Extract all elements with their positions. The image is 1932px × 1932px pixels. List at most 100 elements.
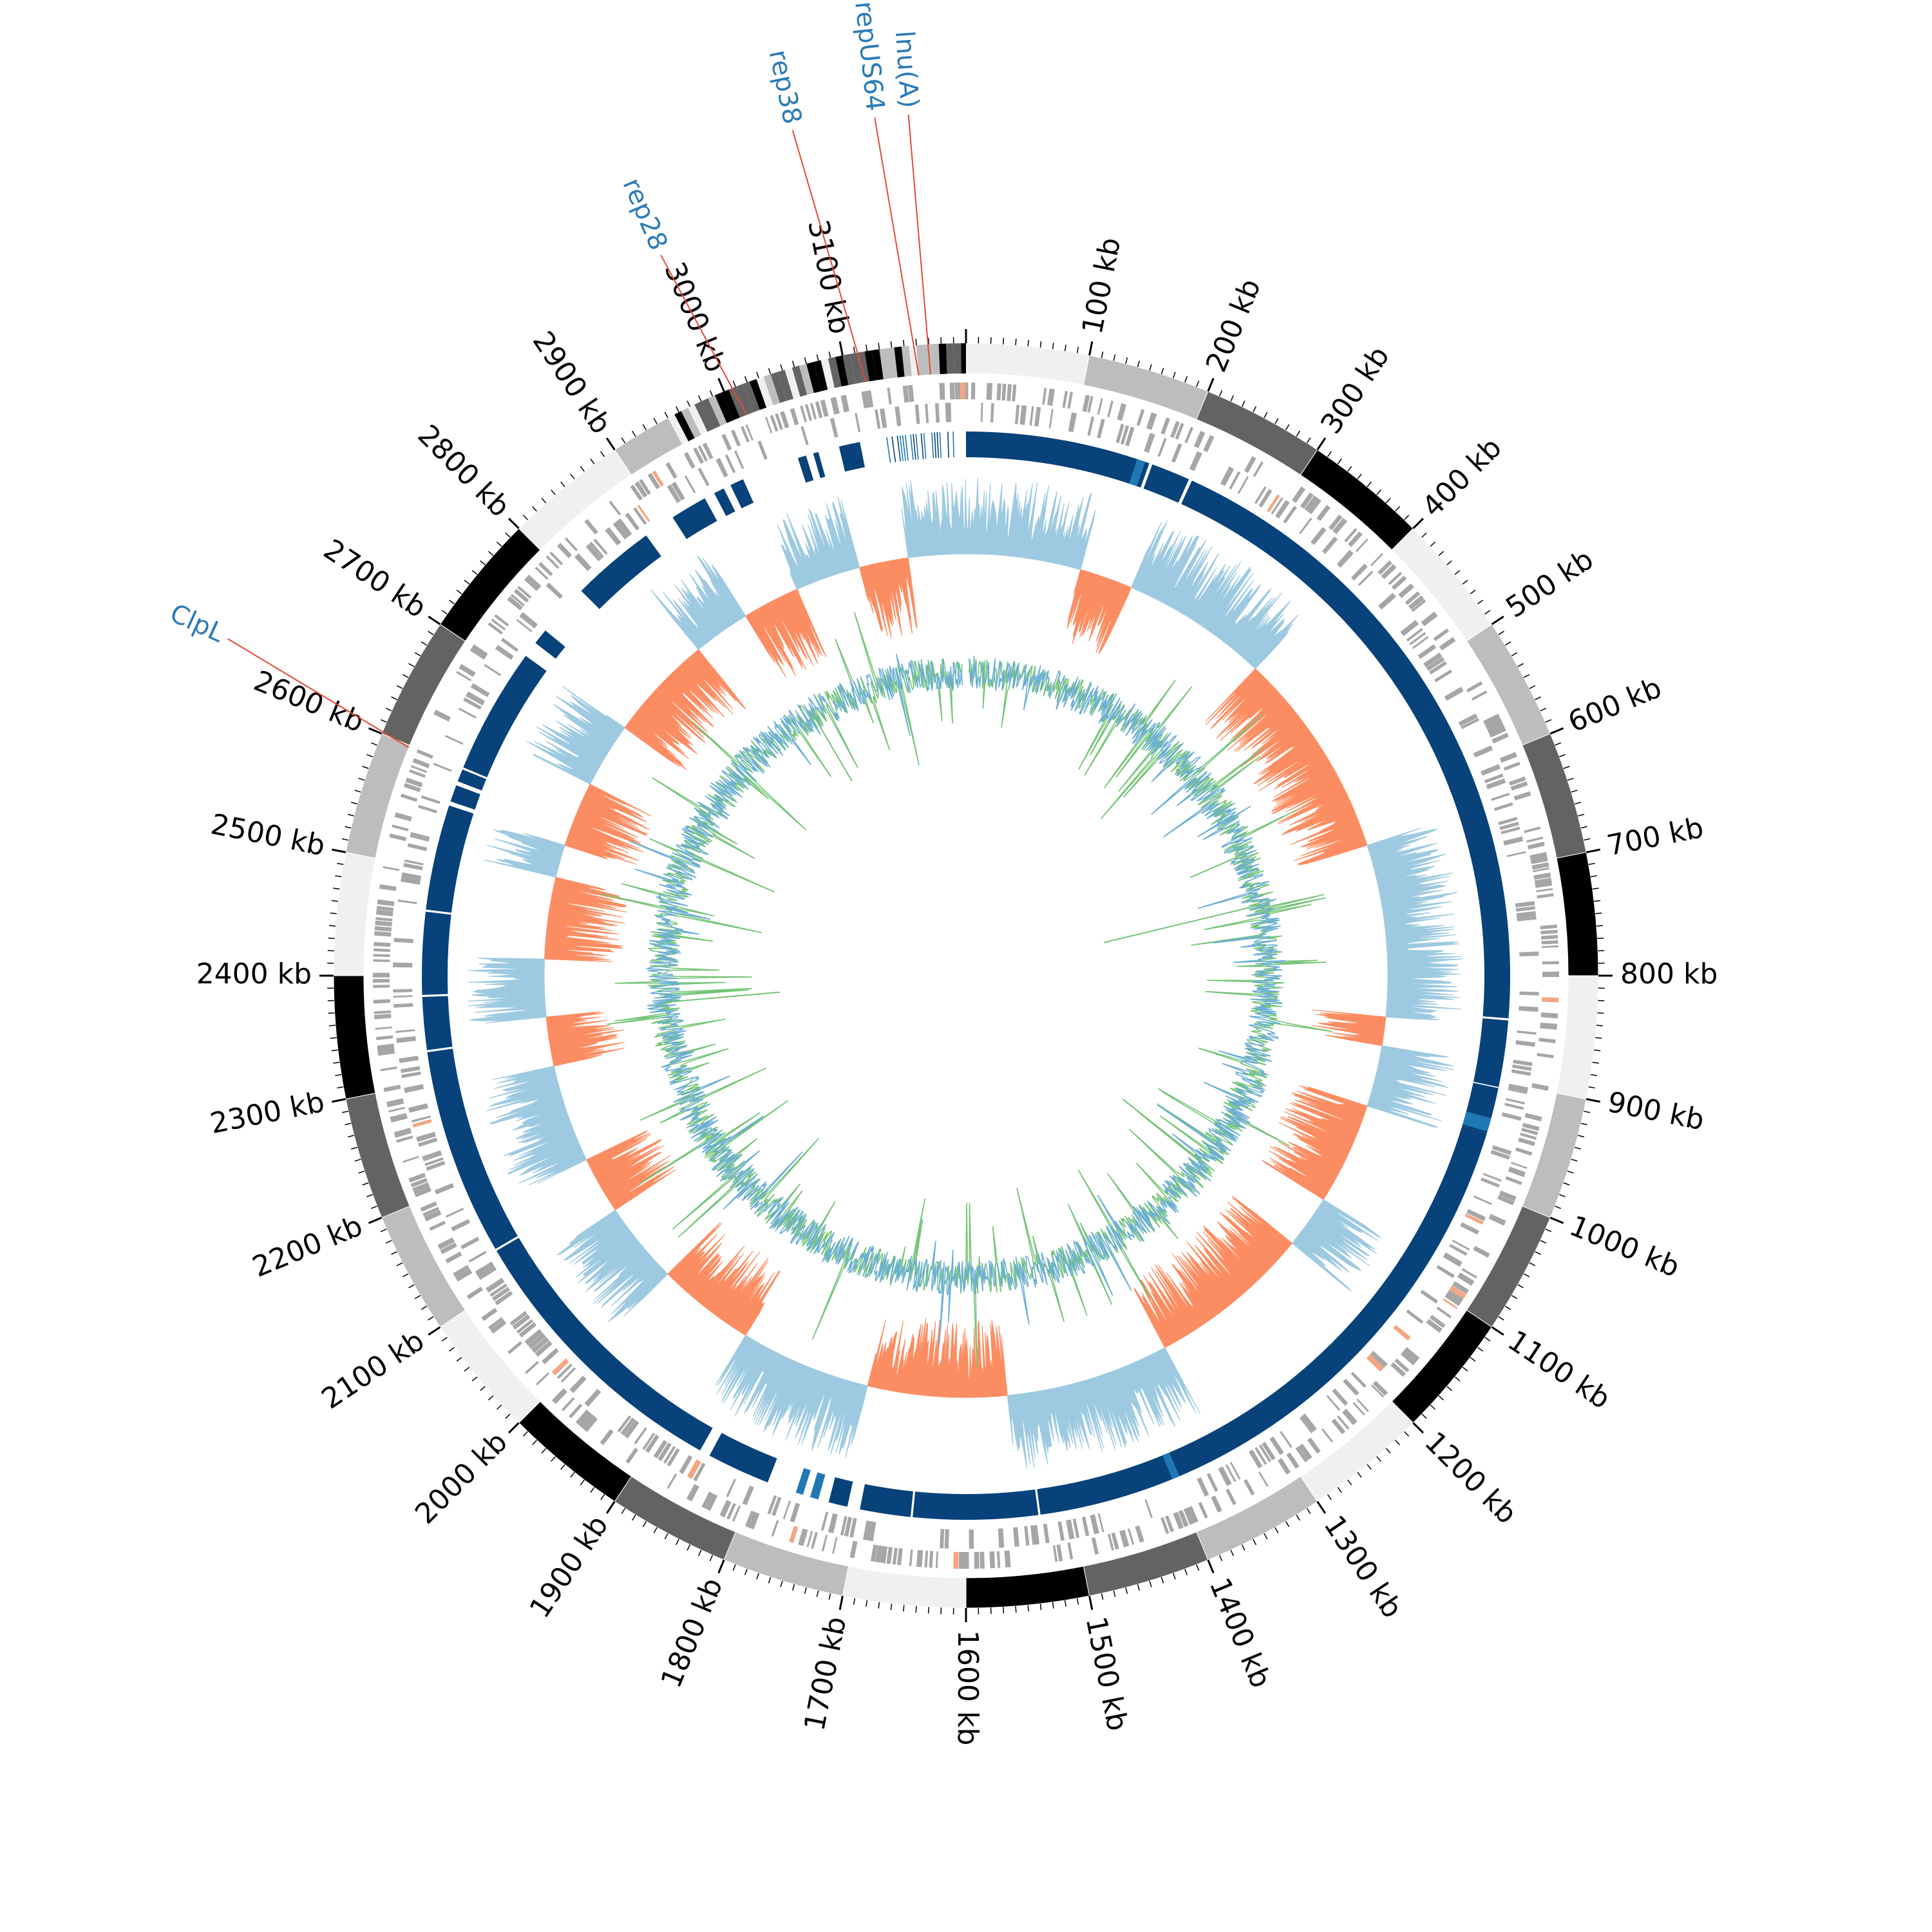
gene-feature (1097, 419, 1105, 439)
tick-mark (1438, 551, 1444, 556)
gene-feature (1316, 504, 1331, 521)
ideogram-band (687, 404, 708, 435)
tick-label: 1900 kb (524, 1510, 615, 1624)
gene-feature (556, 1363, 573, 1379)
gene-feature (1504, 1103, 1524, 1110)
gene-feature (821, 1535, 828, 1552)
tick-mark (449, 1347, 455, 1352)
gene-feature (1348, 531, 1363, 547)
gene-feature (1097, 1513, 1104, 1533)
tick-mark (560, 1464, 565, 1470)
gene-feature (1464, 1213, 1484, 1225)
ideogram-band (770, 372, 787, 403)
gene-feature (684, 475, 696, 493)
gene-feature (401, 1071, 421, 1079)
gene-feature (1537, 1053, 1554, 1059)
gene-feature (1518, 1137, 1535, 1146)
ideogram-band (333, 975, 376, 1100)
gene-feature (374, 1010, 391, 1014)
gene-feature (404, 1084, 424, 1094)
gene-feature (772, 1497, 782, 1517)
ideogram-band (857, 351, 870, 383)
gene-feature (491, 1287, 511, 1302)
gene-feature (1295, 1446, 1309, 1463)
tick-mark (687, 401, 691, 407)
gene-feature (1097, 398, 1103, 415)
gc-skew-negative-region (1311, 1009, 1387, 1046)
gene-feature (800, 426, 809, 446)
tick-label: 2100 kb (316, 1324, 430, 1416)
tick-mark (1498, 1316, 1504, 1321)
tick-mark (471, 570, 478, 575)
gene-feature (524, 576, 540, 591)
tick-mark (792, 1584, 795, 1591)
gene-feature (373, 959, 390, 962)
tick-mark (370, 742, 377, 746)
gene-feature (887, 387, 892, 404)
tick-mark (1580, 1122, 1587, 1126)
gene-feature (630, 484, 643, 501)
gc-skew-track (468, 477, 1463, 1469)
gene-feature (1537, 893, 1554, 899)
gene-feature (408, 1103, 428, 1113)
tick-mark (1367, 481, 1372, 488)
tick-label: 1000 kb (1565, 1209, 1684, 1284)
blast-fragment (934, 432, 937, 459)
gene-feature (1394, 1358, 1410, 1373)
tick-mark (768, 1577, 772, 1584)
gene-feature (380, 1066, 397, 1072)
gene-feature (1311, 527, 1327, 545)
tick-mark (1173, 372, 1176, 379)
gene-feature (609, 500, 621, 516)
gc-skew-positive-region (1367, 828, 1463, 1021)
ideogram-band (694, 401, 714, 432)
tick-mark (1395, 506, 1400, 512)
tick-mark (1218, 390, 1223, 397)
tick-label: 2400 kb (196, 958, 312, 990)
tick-mark (642, 1520, 647, 1528)
gene-feature (914, 404, 920, 424)
tick-mark (1404, 1431, 1410, 1437)
gene-feature (377, 1043, 395, 1051)
tick-mark (1563, 1182, 1570, 1186)
gene-feature (1012, 384, 1017, 402)
gene-feature (417, 1137, 438, 1147)
gene-feature (828, 1513, 838, 1533)
blast-fragment (899, 435, 904, 462)
gene-feature (513, 589, 529, 603)
gene-feature (422, 1150, 442, 1162)
tick-mark (380, 719, 387, 723)
ideogram-band (886, 347, 898, 379)
gene-feature (507, 596, 523, 611)
tick-mark (570, 473, 575, 480)
ideogram-band (1083, 355, 1209, 420)
ideogram-band (381, 1206, 466, 1328)
gene-feature (1304, 495, 1319, 513)
gc-skew-positive-region (483, 829, 565, 878)
gene-feature (551, 1388, 567, 1405)
gene-feature (1542, 961, 1559, 965)
ideogram-band (849, 352, 863, 384)
ideogram-band (1083, 1531, 1209, 1596)
tick-mark (1555, 742, 1562, 746)
gene-feature (1175, 422, 1184, 440)
tick-mark (560, 481, 565, 488)
tick-mark (1184, 376, 1188, 383)
tick-mark (330, 913, 337, 914)
gene-feature (1499, 821, 1519, 831)
tick-label: 700 kb (1604, 811, 1706, 863)
gene-feature (1047, 388, 1055, 406)
gene-feature (1423, 652, 1443, 668)
ideogram-band (965, 343, 1090, 386)
gene-feature (1482, 714, 1501, 726)
gene-feature (1390, 1362, 1406, 1377)
gene-feature (721, 433, 732, 451)
gene-feature (625, 512, 640, 531)
tick-mark (1285, 1520, 1290, 1528)
tick-label: 1800 kb (655, 1573, 730, 1692)
gene-feature (422, 1207, 440, 1217)
tick-mark (551, 1456, 556, 1462)
gene-feature (453, 1265, 470, 1278)
tick-mark (505, 1414, 511, 1419)
blast-fragment (891, 436, 896, 462)
